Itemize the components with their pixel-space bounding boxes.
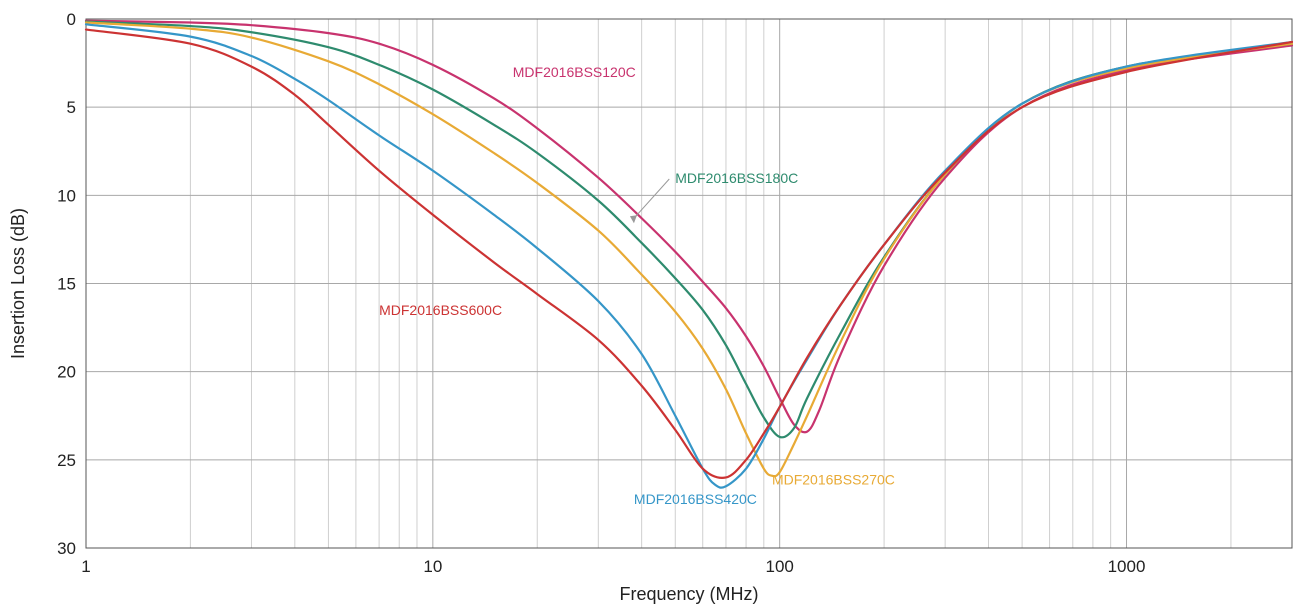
y-tick-label: 20 <box>57 363 76 382</box>
y-tick-label: 25 <box>57 451 76 470</box>
y-tick-label: 0 <box>67 10 76 29</box>
x-tick-labels: 1 10 100 1000 <box>81 557 1145 576</box>
x-axis-title: Frequency (MHz) <box>619 584 758 604</box>
y-tick-label: 5 <box>67 98 76 117</box>
y-tick-labels: 0 5 10 15 20 25 30 <box>57 10 76 558</box>
series-label-mdf2016bss420c: MDF2016BSS420C <box>634 491 757 507</box>
plot-frame <box>85 18 1293 549</box>
series-lines <box>84 19 1293 489</box>
series-line-mdf2016bss600c <box>84 28 1293 479</box>
series-label-leader <box>633 178 670 219</box>
x-tick-label: 10 <box>423 557 442 576</box>
y-tick-label: 30 <box>57 539 76 558</box>
series-label-mdf2016bss180c: MDF2016BSS180C <box>675 170 798 186</box>
x-tick-label: 1000 <box>1108 557 1146 576</box>
y-tick-label: 15 <box>57 275 76 294</box>
series-labels: MDF2016BSS120C MDF2016BSS180C MDF2016BSS27… <box>379 64 895 507</box>
x-tick-label: 100 <box>765 557 793 576</box>
x-tick-label: 1 <box>81 557 90 576</box>
y-tick-label: 10 <box>57 186 76 205</box>
series-label-mdf2016bss270c: MDF2016BSS270C <box>772 472 895 488</box>
series-label-mdf2016bss120c: MDF2016BSS120C <box>513 64 636 80</box>
series-line-mdf2016bss270c <box>84 21 1293 478</box>
y-axis-title: Insertion Loss (dB) <box>8 208 28 359</box>
series-line-mdf2016bss120c <box>84 19 1293 434</box>
series-label-leader-arrow <box>629 215 637 224</box>
series-label-mdf2016bss600c: MDF2016BSS600C <box>379 302 502 318</box>
